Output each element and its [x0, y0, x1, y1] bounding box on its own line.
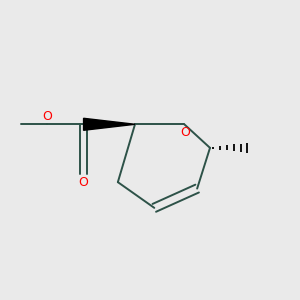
Text: O: O: [79, 176, 88, 189]
Polygon shape: [84, 118, 135, 130]
Text: O: O: [180, 125, 190, 139]
Text: O: O: [42, 110, 52, 123]
